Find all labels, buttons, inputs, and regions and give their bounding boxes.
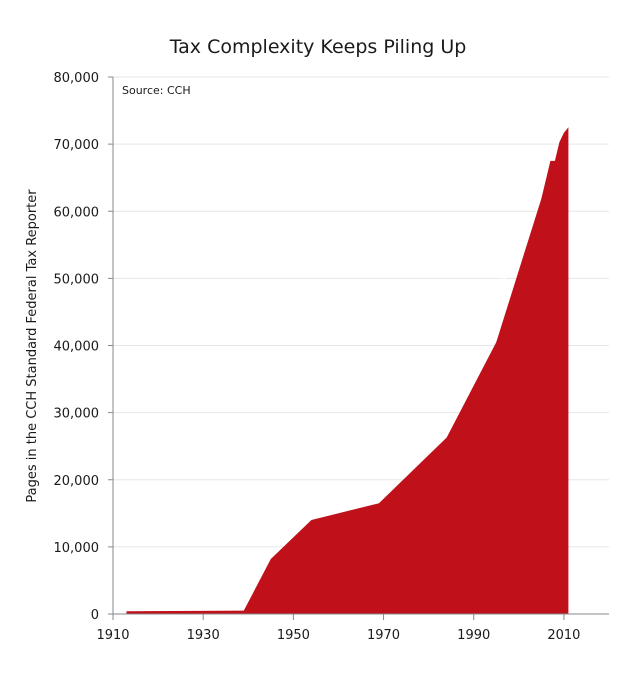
chart-title: Tax Complexity Keeps Piling Up [169, 36, 467, 58]
y-tick-label: 30,000 [54, 407, 100, 422]
y-tick-label: 50,000 [54, 272, 100, 287]
x-tick-label: 2010 [547, 628, 580, 643]
x-axis-ticks: 1910 1930 1950 1970 1990 2010 [96, 614, 580, 643]
x-tick-label: 1970 [367, 628, 400, 643]
gridlines [113, 76, 609, 548]
y-axis-ticks: 0 10,000 20,000 30,000 40,000 50,000 60,000 70,… [54, 71, 113, 623]
y-tick-label: 40,000 [54, 340, 100, 355]
y-tick-label: 70,000 [54, 138, 100, 153]
x-tick-label: 1930 [187, 628, 220, 643]
y-tick-label: 0 [91, 608, 99, 623]
y-tick-label: 60,000 [54, 205, 100, 220]
y-tick-label: 10,000 [54, 541, 100, 556]
y-axis-label: Pages in the CCH Standard Federal Tax Re… [25, 189, 40, 503]
x-tick-label: 1910 [96, 628, 129, 643]
y-tick-label: 20,000 [54, 474, 100, 489]
x-tick-label: 1950 [277, 628, 310, 643]
tax-code-length-area [126, 127, 569, 615]
y-tick-label: 80,000 [54, 71, 100, 86]
x-tick-label: 1990 [457, 628, 490, 643]
source-note: Source: CCH [122, 84, 191, 97]
